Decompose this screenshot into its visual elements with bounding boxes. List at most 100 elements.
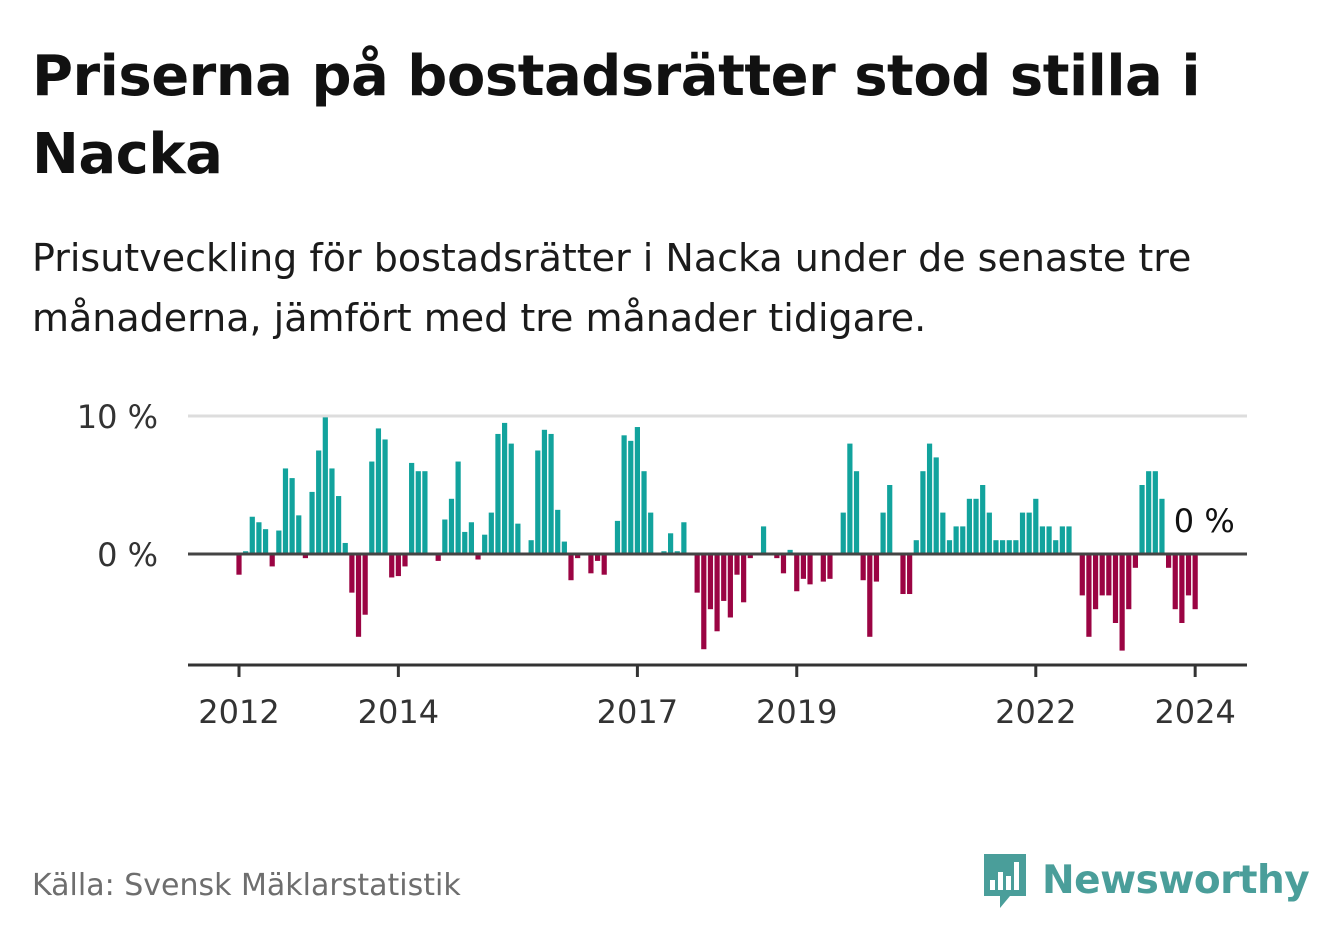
bar — [309, 491, 315, 554]
bar — [468, 522, 474, 554]
bar — [873, 554, 880, 582]
bar — [1159, 498, 1165, 554]
bar — [535, 450, 541, 554]
brand-logo: Newsworthy — [980, 848, 1310, 912]
bar — [382, 439, 388, 554]
bar — [1086, 554, 1092, 637]
bar — [236, 554, 242, 575]
bar — [249, 516, 255, 554]
bar — [402, 554, 408, 567]
bar — [601, 554, 607, 575]
bar — [448, 498, 455, 554]
bar — [289, 478, 295, 554]
y-tick-label: 0 % — [97, 536, 158, 574]
source-note: Källa: Svensk Mäklarstatistik — [32, 868, 461, 903]
bar — [375, 428, 382, 554]
bar — [614, 520, 621, 554]
chart-subtitle: Prisutveckling för bostadsrätter i Nacka… — [32, 236, 1192, 340]
bar — [322, 417, 328, 554]
x-tick-label: 2012 — [198, 693, 279, 731]
bar — [256, 522, 262, 554]
bar — [1132, 554, 1138, 568]
bar — [316, 450, 322, 554]
bar — [296, 515, 302, 554]
bar — [820, 554, 826, 582]
bar — [528, 540, 534, 554]
bar — [648, 512, 654, 554]
bar — [986, 512, 992, 554]
bar — [741, 554, 747, 603]
bar — [1119, 554, 1125, 651]
bar — [1179, 554, 1185, 623]
bar-chart: 0 % 10 % 2012 2014 2017 2019 2022 2024 0 % — [77, 398, 1247, 731]
bar — [940, 512, 946, 554]
bar — [435, 554, 441, 561]
bar — [933, 457, 939, 554]
bar — [1185, 554, 1192, 596]
bar — [907, 554, 913, 595]
bar — [714, 554, 720, 632]
bar-series — [236, 417, 1198, 651]
bar — [588, 554, 594, 574]
bar — [760, 526, 767, 554]
bar — [727, 554, 733, 618]
bar — [1192, 554, 1198, 610]
bar — [853, 471, 860, 554]
bar — [1152, 471, 1158, 554]
bar — [641, 471, 647, 554]
bar — [568, 554, 574, 581]
bar — [561, 541, 567, 554]
bar — [1026, 512, 1032, 554]
bar — [302, 554, 308, 559]
bar — [1046, 526, 1052, 554]
bar — [807, 554, 813, 585]
bar — [621, 435, 627, 554]
newsworthy-logo-icon — [984, 854, 1026, 908]
bar — [409, 462, 415, 554]
bar — [495, 433, 501, 554]
bar — [966, 498, 972, 554]
bar — [827, 554, 833, 579]
bar — [555, 509, 561, 554]
bar — [1092, 554, 1099, 610]
bar — [800, 554, 806, 579]
bar — [1033, 498, 1039, 554]
bar — [707, 554, 714, 610]
x-tick-label: 2024 — [1154, 693, 1235, 731]
bar — [282, 468, 289, 554]
bar — [1166, 554, 1172, 568]
x-tick-label: 2017 — [597, 693, 678, 731]
bar — [355, 554, 362, 637]
bar — [415, 471, 421, 554]
bar — [747, 554, 753, 559]
bar — [721, 554, 727, 601]
bar — [342, 542, 348, 554]
bar — [395, 554, 401, 577]
bar — [794, 554, 800, 592]
bar — [594, 554, 601, 561]
brand-name: Newsworthy — [1042, 857, 1310, 903]
bar — [701, 554, 707, 650]
bar — [926, 443, 933, 554]
bar — [336, 496, 342, 554]
bar — [1099, 554, 1105, 596]
bar — [980, 485, 986, 554]
bar — [362, 554, 368, 615]
bar — [442, 519, 448, 554]
bar — [847, 443, 853, 554]
bar — [329, 468, 335, 554]
last-value-label: 0 % — [1174, 502, 1235, 540]
bar — [1112, 554, 1119, 623]
bar — [1146, 471, 1152, 554]
bar — [780, 554, 787, 574]
bar — [1172, 554, 1178, 610]
bar — [920, 471, 926, 554]
bar — [900, 554, 906, 595]
bar — [1079, 554, 1085, 596]
bar — [1053, 540, 1059, 554]
bar — [1066, 526, 1072, 554]
bar — [1106, 554, 1112, 596]
bar — [389, 554, 395, 578]
bar — [1000, 540, 1006, 554]
bar — [787, 549, 793, 554]
